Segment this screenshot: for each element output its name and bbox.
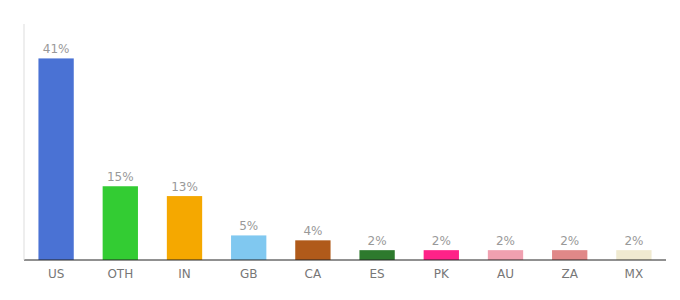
chart-svg: 41% 15% 13% 5% 4% 2% 2% 2% 2% 2% US OTH IN GB CA ES PK AU… <box>0 0 680 300</box>
bar <box>359 250 394 260</box>
data-label: 2% <box>496 234 515 248</box>
bar <box>616 250 651 260</box>
data-label: 2% <box>624 234 643 248</box>
x-tick-label: IN <box>178 267 191 281</box>
data-label: 5% <box>239 219 258 233</box>
x-tick-label: GB <box>240 267 258 281</box>
bar <box>424 250 459 260</box>
chart-container: 41% 15% 13% 5% 4% 2% 2% 2% 2% 2% US OTH IN GB CA ES PK AU… <box>0 0 680 300</box>
y-axis-line <box>24 24 25 260</box>
x-tick-label: US <box>48 267 64 281</box>
bar <box>231 235 266 260</box>
x-tick-labels: US OTH IN GB CA ES PK AU ZA MX <box>48 267 643 281</box>
bar <box>103 186 138 260</box>
bar <box>38 58 73 260</box>
page: {"chart_data": {"type": "bar", "categori… <box>0 0 680 300</box>
x-tick-label: MX <box>625 267 644 281</box>
bar <box>488 250 523 260</box>
x-tick-label: AU <box>497 267 514 281</box>
data-label: 4% <box>303 224 322 238</box>
data-label: 15% <box>107 170 134 184</box>
x-tick-label: OTH <box>107 267 133 281</box>
bar <box>295 240 330 260</box>
x-tick-label: ES <box>369 267 384 281</box>
x-tick-label: PK <box>434 267 450 281</box>
bar <box>552 250 587 260</box>
data-label: 2% <box>560 234 579 248</box>
x-axis-line <box>24 260 666 261</box>
data-label: 2% <box>432 234 451 248</box>
data-label: 13% <box>171 180 198 194</box>
data-label: 2% <box>368 234 387 248</box>
bar <box>167 196 202 260</box>
bars <box>38 58 651 260</box>
data-label: 41% <box>43 42 70 56</box>
data-labels: 41% 15% 13% 5% 4% 2% 2% 2% 2% 2% <box>43 42 644 248</box>
x-tick-label: ZA <box>561 267 578 281</box>
x-tick-label: CA <box>305 267 322 281</box>
